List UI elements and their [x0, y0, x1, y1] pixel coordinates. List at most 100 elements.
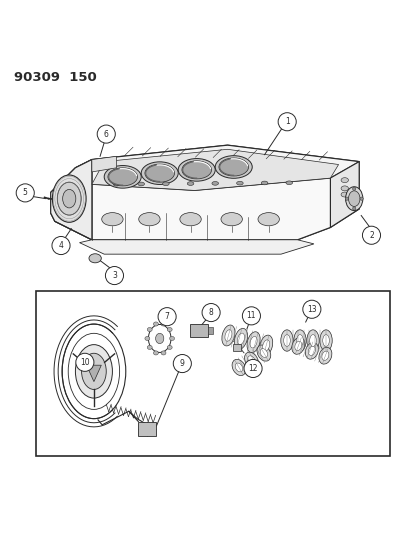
Circle shape	[158, 308, 176, 326]
Ellipse shape	[291, 337, 304, 354]
Ellipse shape	[153, 351, 158, 355]
Circle shape	[242, 307, 260, 325]
Bar	[207, 327, 212, 334]
Text: 3: 3	[112, 271, 116, 280]
Ellipse shape	[247, 356, 254, 365]
Ellipse shape	[237, 333, 244, 344]
Text: 5: 5	[23, 188, 28, 197]
Ellipse shape	[104, 166, 141, 188]
Ellipse shape	[75, 345, 112, 398]
Text: 13: 13	[306, 305, 316, 314]
Ellipse shape	[62, 324, 126, 418]
Text: 4: 4	[58, 241, 63, 250]
Polygon shape	[86, 365, 101, 382]
Ellipse shape	[232, 359, 245, 376]
Ellipse shape	[293, 330, 306, 351]
Polygon shape	[330, 161, 358, 228]
Polygon shape	[51, 159, 330, 240]
Circle shape	[359, 197, 362, 200]
Ellipse shape	[145, 164, 174, 182]
Ellipse shape	[259, 349, 267, 358]
Ellipse shape	[285, 181, 292, 184]
Circle shape	[278, 112, 296, 131]
Ellipse shape	[283, 335, 290, 346]
Ellipse shape	[179, 213, 201, 226]
Ellipse shape	[108, 168, 137, 186]
Bar	[36, 291, 389, 456]
Ellipse shape	[322, 335, 329, 346]
Ellipse shape	[247, 332, 259, 353]
Circle shape	[302, 300, 320, 318]
Text: 1: 1	[284, 117, 289, 126]
Ellipse shape	[161, 351, 166, 355]
Ellipse shape	[221, 325, 235, 346]
Circle shape	[97, 125, 115, 143]
Ellipse shape	[305, 342, 318, 359]
Ellipse shape	[340, 177, 348, 183]
Ellipse shape	[309, 335, 316, 346]
Circle shape	[105, 266, 123, 285]
Circle shape	[202, 303, 220, 321]
Ellipse shape	[215, 156, 252, 179]
Ellipse shape	[262, 340, 269, 351]
Text: 10: 10	[80, 358, 90, 367]
Circle shape	[76, 353, 94, 372]
Ellipse shape	[306, 330, 318, 351]
Ellipse shape	[345, 187, 362, 211]
Circle shape	[173, 354, 191, 373]
Ellipse shape	[321, 351, 328, 360]
Ellipse shape	[235, 363, 242, 372]
Text: 11: 11	[246, 311, 256, 320]
Ellipse shape	[155, 333, 164, 344]
Ellipse shape	[224, 330, 231, 341]
Ellipse shape	[141, 162, 178, 184]
Ellipse shape	[261, 181, 267, 185]
Bar	[233, 344, 240, 351]
Ellipse shape	[169, 336, 174, 341]
Text: 12: 12	[248, 364, 257, 373]
Ellipse shape	[280, 330, 292, 351]
Ellipse shape	[138, 182, 144, 186]
Ellipse shape	[89, 254, 101, 263]
Circle shape	[352, 187, 355, 190]
Ellipse shape	[236, 181, 242, 185]
Circle shape	[352, 207, 355, 210]
Ellipse shape	[167, 327, 172, 332]
Text: 90309  150: 90309 150	[14, 71, 96, 84]
Circle shape	[243, 359, 261, 377]
Ellipse shape	[244, 352, 258, 368]
Ellipse shape	[257, 213, 279, 226]
Ellipse shape	[62, 189, 76, 208]
Ellipse shape	[308, 346, 315, 356]
Ellipse shape	[147, 327, 152, 332]
Polygon shape	[92, 149, 338, 190]
Ellipse shape	[294, 341, 301, 351]
Ellipse shape	[234, 328, 247, 349]
Ellipse shape	[102, 213, 123, 226]
Circle shape	[52, 237, 70, 255]
Polygon shape	[51, 159, 92, 240]
Circle shape	[361, 226, 380, 244]
Bar	[138, 422, 156, 437]
Ellipse shape	[113, 182, 119, 186]
Ellipse shape	[148, 325, 171, 352]
Ellipse shape	[153, 322, 158, 326]
Ellipse shape	[167, 345, 172, 350]
Text: 8: 8	[208, 308, 213, 317]
Polygon shape	[92, 145, 358, 190]
Polygon shape	[79, 240, 313, 254]
Circle shape	[344, 197, 348, 200]
Ellipse shape	[178, 158, 215, 181]
Ellipse shape	[348, 191, 359, 206]
Text: 6: 6	[104, 130, 109, 139]
Polygon shape	[51, 145, 358, 240]
Ellipse shape	[145, 336, 150, 341]
Ellipse shape	[162, 182, 169, 185]
Ellipse shape	[340, 192, 348, 197]
Ellipse shape	[318, 348, 331, 364]
Bar	[189, 324, 207, 337]
Text: 2: 2	[368, 231, 373, 240]
Ellipse shape	[319, 330, 331, 351]
Ellipse shape	[249, 336, 256, 348]
Ellipse shape	[187, 182, 193, 185]
